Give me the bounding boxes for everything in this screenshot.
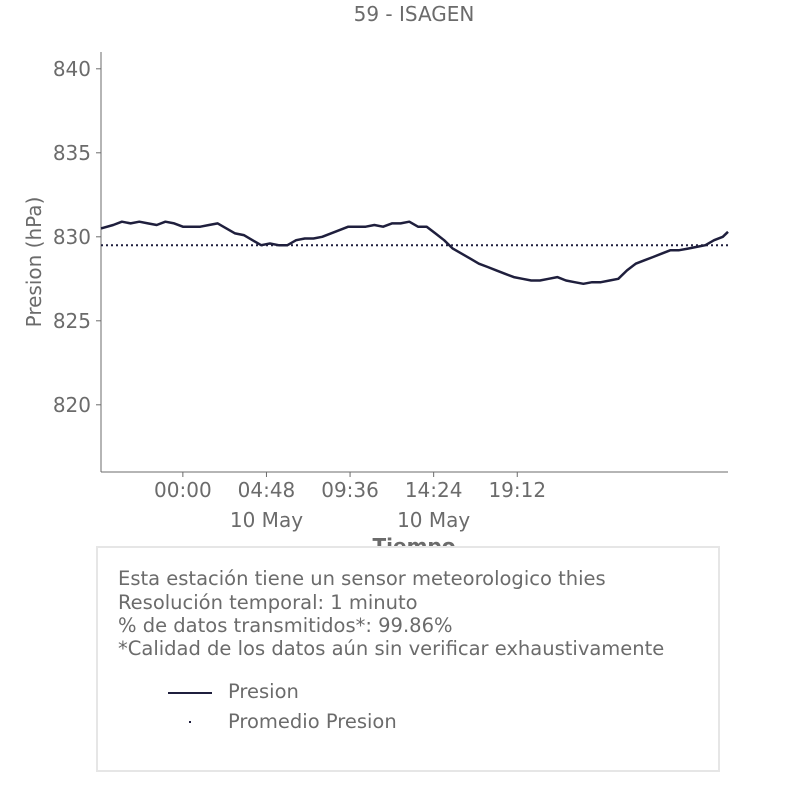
chart-title: 59 - ISAGEN (354, 2, 475, 26)
x-tick-sublabel: 10 May (230, 508, 303, 532)
x-ticks: 00:00 04:48 10 May 09:36 14:24 10 May 19:12 (154, 472, 546, 532)
series-layer (100, 220, 729, 286)
y-tick-label: 825 (53, 309, 91, 333)
x-tick-label: 19:12 (488, 478, 546, 502)
x-tick-label: 09:36 (321, 478, 379, 502)
info-line-quality: *Calidad de los datos aún sin verificar … (118, 637, 665, 660)
x-tick-sublabel: 10 May (397, 508, 470, 532)
series-presion-line (100, 220, 729, 286)
x-tick-label: 04:48 (238, 478, 296, 502)
info-line-sensor: Esta estación tiene un sensor meteorolog… (118, 567, 606, 590)
y-tick-label: 840 (53, 57, 91, 81)
info-line-transmitted: % de datos transmitidos*: 99.86% (118, 614, 453, 637)
x-tick-label: 14:24 (405, 478, 463, 502)
info-box: Esta estación tiene un sensor meteorolog… (96, 546, 720, 772)
legend-line-swatch (168, 692, 212, 694)
y-ticks: 820 825 830 835 840 (53, 57, 101, 417)
y-tick-label: 835 (53, 141, 91, 165)
legend-label-promedio: Promedio Presion (228, 710, 397, 733)
info-line-resolution: Resolución temporal: 1 minuto (118, 591, 418, 614)
y-axis-label: Presion (hPa) (22, 197, 46, 328)
legend-label-presion: Presion (228, 680, 299, 703)
y-tick-label: 830 (53, 225, 91, 249)
x-tick-label: 00:00 (154, 478, 212, 502)
y-tick-label: 820 (53, 393, 91, 417)
legend-dot-swatch (189, 721, 191, 723)
